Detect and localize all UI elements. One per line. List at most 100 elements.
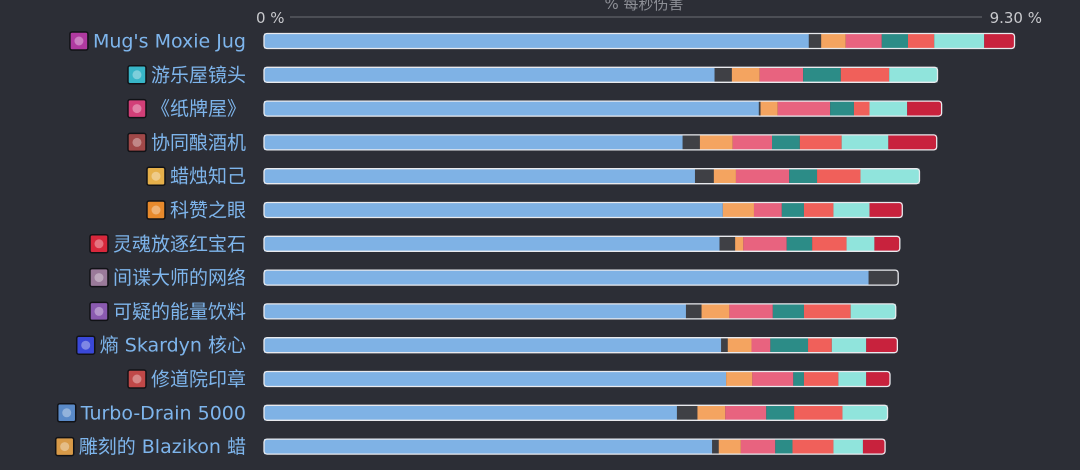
bar-segment [817,168,861,184]
bar-outline [263,303,897,320]
category-label: 间谍大师的网络 [113,267,246,289]
bar-segment [701,303,730,319]
bar-segment [685,303,702,319]
chart-row: 协同酿酒机 [127,132,938,154]
category-label: 蜡烛知己 [170,166,246,188]
bar-segment [772,134,800,150]
bar-segment [777,101,831,117]
bar-segment [751,337,771,353]
chart-row: 修道院印章 [127,369,891,391]
bar-segment [264,371,727,387]
bar-outline [263,168,921,185]
bar-segment [830,101,854,117]
category-label: 游乐屋镜头 [151,64,246,86]
bar-segment [869,101,908,117]
bar-outline [263,370,891,388]
bar-segment [793,371,804,387]
bar-segment [794,405,843,421]
bar-segment [803,371,839,387]
bar-segment [808,33,822,49]
bar-segment [866,371,890,387]
bar-segment [752,371,794,387]
bar-segment [866,337,898,353]
bar-segment [984,33,1015,49]
bar-segment [740,439,776,455]
bar-segment [264,270,869,286]
bar-segment [264,337,722,353]
chart-row: 灵魂放逐红宝石 [89,233,901,255]
axis-tick-min-label: 0 % [256,9,285,27]
category-label: 《纸牌屋》 [151,98,246,120]
bar-segment [869,202,903,218]
axis-title: % 每秒伤害 [604,0,683,13]
bar-segment [862,439,886,455]
orange-eye-icon [146,200,166,220]
pink-card-swirl-icon [127,98,147,119]
chart-row: Turbo-Drain 5000 [56,402,889,424]
bar-segment [264,67,715,83]
bar-segment [821,33,846,49]
cyan-lens-icon [127,65,147,85]
bar-segment [727,337,752,353]
bar-segment [725,405,767,421]
bar-segment [714,67,732,83]
bar-segment [732,134,772,150]
chart-row: 雕刻的 Blazikon 蜡 [54,436,886,458]
bar-outline [263,269,899,286]
category-label: Turbo-Drain 5000 [80,402,246,424]
bar-segment [760,101,778,117]
category-label: 灵魂放逐红宝石 [113,233,246,255]
candle-icon [146,166,166,186]
bar-segment [264,303,686,319]
category-label: 协同酿酒机 [151,132,246,154]
bar-segment [775,439,793,455]
wax-candle-icon [54,436,75,457]
bar-segment [721,337,728,353]
bar-segment [888,134,937,150]
purple-pig-mug-icon [69,31,89,51]
bar-segment [264,236,720,252]
bar-segment [934,33,985,49]
chart-row: 游乐屋镜头 [127,64,939,86]
bar-segment [874,236,900,252]
bar-segment [868,270,899,286]
brew-machine-icon [127,132,147,153]
chart-row: 熵 Skardyn 核心 [75,335,899,357]
bar-outline [263,404,889,421]
bar-outline [263,201,903,219]
bar-segment [770,337,809,353]
bar-segment [264,168,695,184]
bar-segment [264,33,809,49]
bar-segment [694,168,714,184]
axis-tick-max-label: 9.30 % [990,9,1042,27]
bar-segment [786,236,813,252]
bar-segment [789,168,818,184]
bar-segment [833,202,870,218]
bar-segment [846,236,875,252]
bar-segment [841,134,889,150]
seal-icon [127,369,147,389]
bar-segment [766,405,795,421]
bar-segment [264,101,759,117]
bar-segment [722,202,754,218]
bar-segment [842,405,888,421]
bar-segment [735,168,790,184]
bar-segment [726,371,753,387]
bar-segment [792,439,834,455]
bar-outline [263,235,901,252]
bar-segment [264,439,713,455]
bar-segment [850,303,896,319]
chart-row: Mug's Moxie Jug [69,31,1016,53]
bar-outline [263,337,899,354]
category-label: Mug's Moxie Jug [93,31,246,53]
bar-outline [263,32,1016,50]
rows-layer: Mug's Moxie Jug 游乐屋镜头《纸牌屋》协同酿酒机蜡烛知己科赞之眼灵魂… [54,31,1016,458]
bar-segment [264,405,677,421]
bar-segment [853,101,870,117]
chart-row: 蜡烛知己 [146,166,921,188]
bar-segment [838,371,867,387]
bar-segment [729,303,773,319]
bar-outline [263,134,938,151]
